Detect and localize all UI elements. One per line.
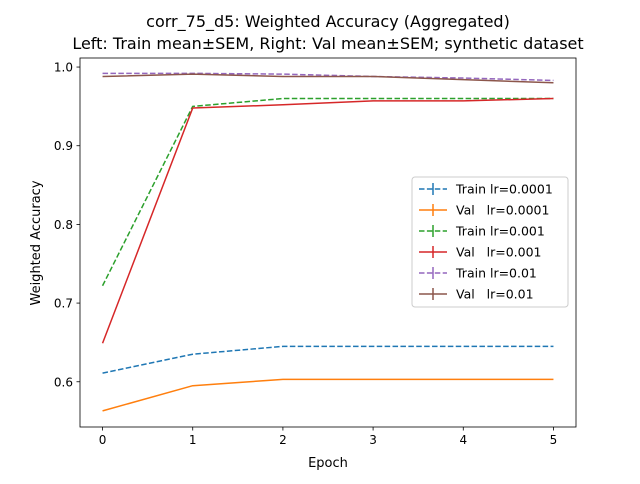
series-line-3 xyxy=(101,97,554,344)
y-tick-label: 0.7 xyxy=(54,297,73,311)
axes-frame xyxy=(79,57,577,428)
series-line-2 xyxy=(101,97,554,287)
chart-title: corr_75_d5: Weighted Accuracy (Aggregate… xyxy=(146,12,510,32)
legend: Train lr=0.0001 Val lr=0.0001 Train lr=0.0… xyxy=(411,176,569,308)
series-line-4 xyxy=(102,72,554,82)
y-axis-label: Weighted Accuracy xyxy=(29,180,44,305)
legend-label-2: Train lr=0.001 xyxy=(455,224,545,239)
x-axis-label: Epoch xyxy=(308,456,348,471)
y-tick-label: 1.0 xyxy=(54,61,73,75)
x-tick-label: 1 xyxy=(189,433,197,447)
x-tick-label: 3 xyxy=(369,433,377,447)
y-tick-label: 0.9 xyxy=(54,139,73,153)
x-tick-label: 0 xyxy=(99,433,107,447)
legend-label-5: Val lr=0.01 xyxy=(456,287,534,302)
legend-box xyxy=(411,176,569,308)
legend-label-1: Val lr=0.0001 xyxy=(456,203,549,218)
legend-label-4: Train lr=0.01 xyxy=(455,266,537,281)
x-tick-label: 5 xyxy=(550,433,558,447)
plot-area: 0 1 2 3 4 5 0.6 0.7 0.8 0.9 1.0 xyxy=(54,57,577,447)
series-line-1 xyxy=(102,378,554,412)
x-tick-label: 4 xyxy=(459,433,467,447)
legend-label-0: Train lr=0.0001 xyxy=(455,182,553,197)
x-tick-label: 2 xyxy=(279,433,287,447)
y-tick-label: 0.8 xyxy=(54,218,73,232)
y-tick-label: 0.6 xyxy=(54,375,73,389)
legend-label-3: Val lr=0.001 xyxy=(456,245,542,260)
chart-subtitle: Left: Train mean±SEM, Right: Val mean±SE… xyxy=(72,34,583,53)
series-line-5 xyxy=(102,73,554,84)
